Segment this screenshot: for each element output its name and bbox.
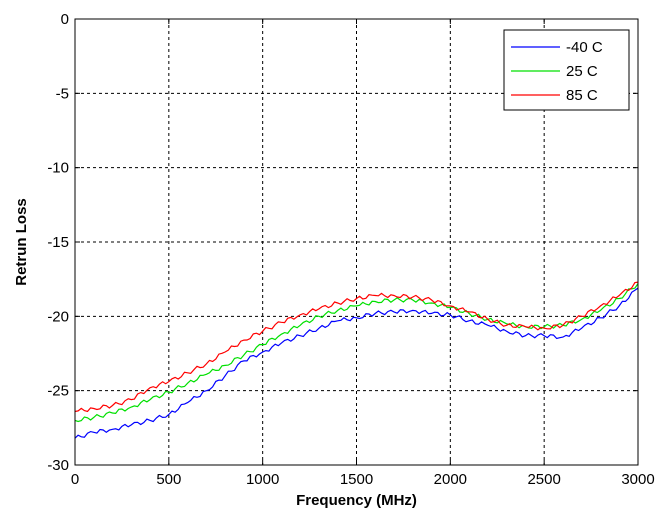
x-axis-title: Frequency (MHz)	[296, 492, 417, 509]
series-lines	[74, 281, 639, 439]
x-tick-label: 2000	[434, 471, 467, 488]
y-tick-label: -25	[47, 383, 69, 400]
legend-label-1: 25 C	[566, 63, 598, 80]
series-line-0	[74, 287, 639, 439]
x-tick-label: 2500	[527, 471, 560, 488]
legend-label-2: 85 C	[566, 87, 598, 104]
x-tick-label: 0	[71, 471, 79, 488]
y-tick-label: -20	[47, 308, 69, 325]
legend: -40 C 25 C 85 C	[503, 29, 630, 111]
x-tick-label: 3000	[621, 471, 654, 488]
tick-labels: 0 500 1000 1500 2000 2500 3000 0 -5 -10 -15 -20 -25 -…	[47, 11, 654, 488]
legend-box	[503, 29, 630, 111]
x-tick-label: 1000	[246, 471, 279, 488]
y-tick-label: 0	[61, 11, 69, 28]
y-axis-title: Retrun Loss	[13, 198, 30, 286]
axis-ticks	[74, 18, 639, 466]
y-tick-label: -30	[47, 457, 69, 474]
y-tick-label: -10	[47, 160, 69, 177]
x-tick-label: 1500	[340, 471, 373, 488]
y-tick-label: -5	[56, 85, 69, 102]
legend-label-0: -40 C	[566, 39, 603, 56]
x-tick-label: 500	[156, 471, 181, 488]
series-line-1	[74, 283, 639, 423]
series-line-2	[74, 281, 639, 413]
y-tick-label: -15	[47, 234, 69, 251]
